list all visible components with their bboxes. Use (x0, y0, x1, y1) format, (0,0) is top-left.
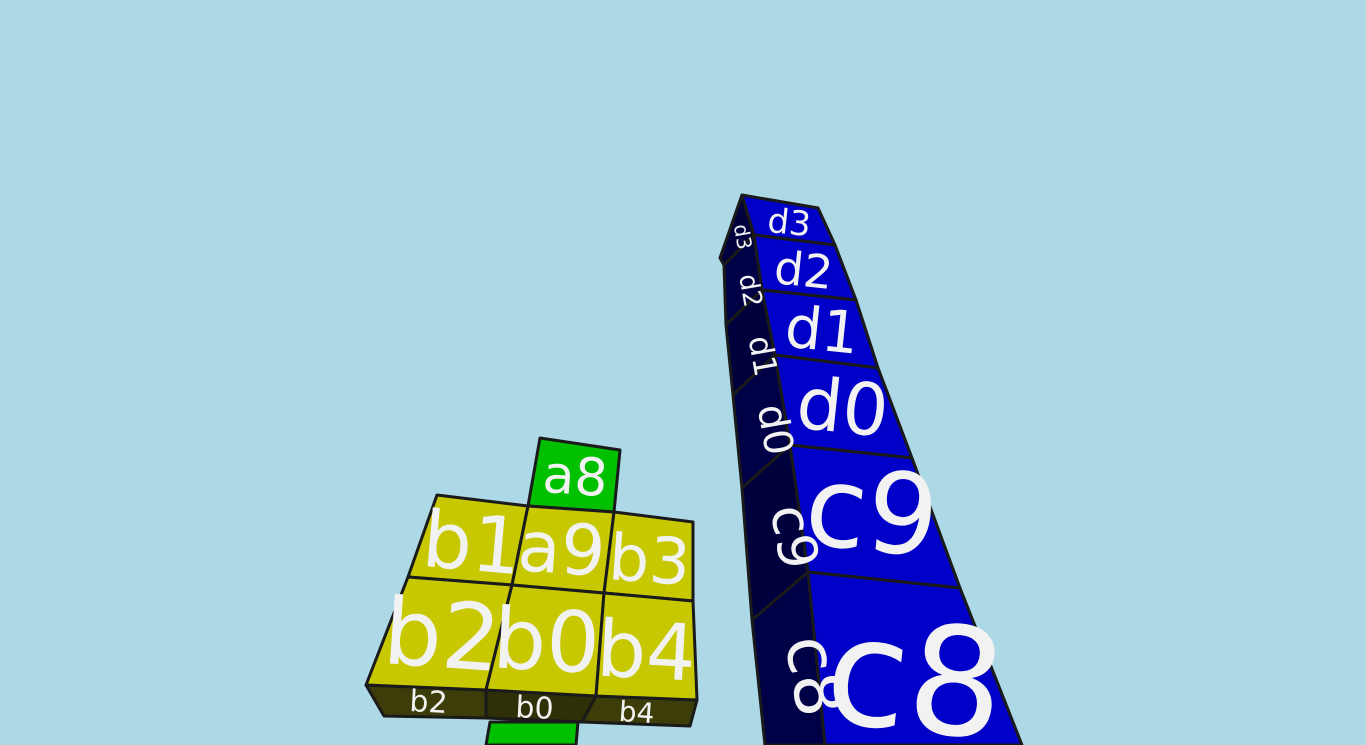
block-d2-label: d2 (772, 240, 836, 300)
block-d3-label: d3 (766, 201, 813, 245)
block-d0-label: d0 (793, 361, 893, 454)
block-a9-label: a9 (515, 505, 608, 593)
block-c8-face[interactable] (806, 570, 1024, 745)
block-b2-bottom-label: b2 (409, 684, 449, 721)
block-d2-side-label: d2 (732, 272, 767, 310)
block-d1-label: d1 (782, 292, 862, 367)
block-c8-side-label: c8 (768, 630, 860, 723)
block-b1-label: b1 (419, 495, 526, 593)
block-d1-side-label: d1 (741, 333, 785, 380)
block-b4-label: b4 (595, 605, 699, 700)
block-c8-label: c8 (818, 583, 1013, 745)
block-b4-face[interactable] (594, 591, 699, 702)
block-b3-label: b3 (606, 521, 692, 600)
block-d3-side-label: d3 (729, 222, 757, 251)
block-b4-bottom-label: b4 (618, 695, 656, 730)
block-b0-bottom-label: b0 (515, 690, 555, 727)
block-c9-label: c9 (799, 441, 945, 584)
block-c9-side-label: c9 (758, 500, 831, 574)
left-block-cluster: a8 b1 a9 b3 b2 b0 b4 b2 b0 b4 (364, 436, 699, 745)
block-b0-label: b0 (491, 589, 603, 692)
block-b2-label: b2 (380, 578, 504, 693)
block-c8-side-face[interactable] (750, 570, 827, 745)
block-a8-label: a8 (541, 445, 610, 509)
block-d0-side-label: d0 (748, 401, 802, 459)
right-block-tower: d3 d2 d1 d0 c9 c8 d3 d2 d1 d0 c9 c8 (718, 193, 1024, 745)
